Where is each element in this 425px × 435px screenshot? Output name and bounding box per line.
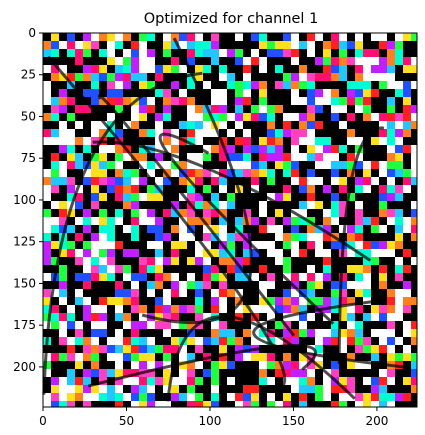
y-tick-label: 75	[21, 151, 36, 165]
y-axis: 0 25 50 75 100 125 150 175 200	[13, 26, 43, 374]
x-tick-label: 150	[282, 414, 305, 428]
y-tick-label: 125	[13, 235, 36, 249]
x-axis: 0 50 100 150 200	[39, 407, 388, 428]
x-tick-label: 50	[119, 414, 134, 428]
y-tick-label: 25	[21, 68, 36, 82]
x-tick-label: 100	[199, 414, 222, 428]
x-tick-label: 200	[365, 414, 388, 428]
y-tick-label: 0	[28, 26, 36, 40]
y-tick-label: 150	[13, 276, 36, 290]
feature-visualization-image	[42, 33, 417, 407]
figure-title: Optimized for channel 1	[144, 11, 319, 27]
y-tick-label: 175	[13, 318, 36, 332]
x-tick-label: 0	[39, 414, 47, 428]
axes-frame	[42, 32, 418, 408]
y-tick-label: 200	[13, 360, 36, 374]
y-tick-label: 100	[13, 193, 36, 207]
y-tick-label: 50	[21, 109, 36, 123]
